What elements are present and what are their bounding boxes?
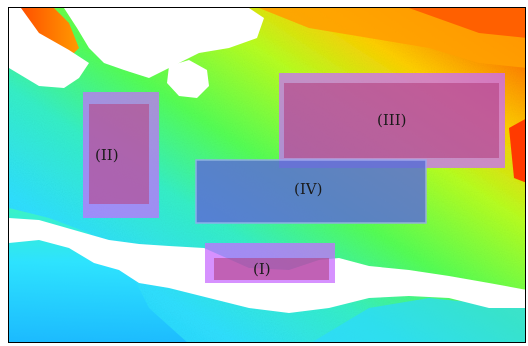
land-south — [9, 218, 525, 313]
east-coast-red — [509, 119, 525, 183]
south-sea-east — [312, 298, 525, 342]
land-north-west — [9, 8, 89, 88]
region-i-inner — [214, 258, 329, 280]
land-north — [64, 8, 264, 78]
island-central — [167, 60, 209, 98]
map-canvas — [9, 8, 525, 342]
region-iv-rect — [195, 159, 427, 224]
region-ii-inner — [89, 104, 149, 204]
northeast-coast-red — [409, 8, 525, 38]
region-iii-inner — [284, 83, 499, 158]
map-frame: (I) (II) (III) (IV) — [8, 7, 526, 343]
